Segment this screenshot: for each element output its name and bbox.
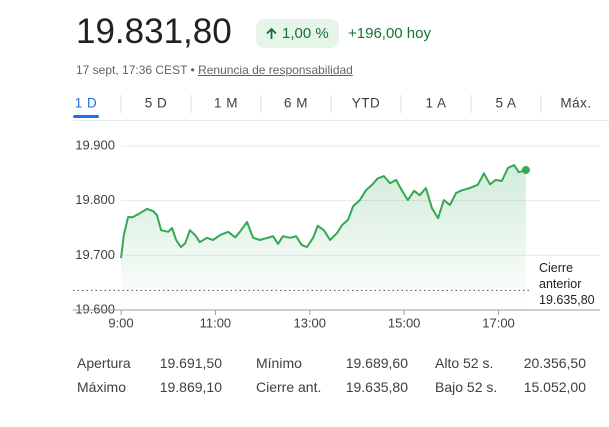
- tab[interactable]: 5 D: [145, 96, 168, 111]
- tab[interactable]: 1 D: [75, 96, 98, 111]
- stat-value: 19.635,80: [345, 379, 408, 395]
- area-fill: [121, 165, 526, 310]
- reference-label: Cierre anterior 19.635,80: [539, 260, 603, 308]
- stat-label: Alto 52 s.: [435, 355, 494, 371]
- reference-value: 19.635,80: [539, 293, 595, 307]
- stat-value: 19.689,60: [345, 355, 408, 371]
- tab[interactable]: Máx.: [560, 96, 591, 111]
- price: 19.831,80: [76, 12, 232, 51]
- x-tick-label: 15:00: [388, 315, 421, 330]
- tab[interactable]: 5 A: [495, 96, 516, 111]
- stat-label: Bajo 52 s.: [435, 379, 498, 395]
- reference-title: Cierre anterior: [539, 261, 582, 291]
- stat-label: Máximo: [77, 379, 127, 395]
- stat-value: 20.356,50: [523, 355, 586, 371]
- stat-value: 19.691,50: [159, 355, 222, 371]
- last-point: [521, 166, 530, 175]
- tab[interactable]: 1 M: [214, 96, 238, 111]
- x-tick-label: 13:00: [293, 315, 326, 330]
- stat-label: Apertura: [77, 355, 131, 371]
- x-tick-label: 9:00: [108, 315, 133, 330]
- y-tick-label: 19.600: [75, 301, 115, 316]
- stat-label: Mínimo: [256, 355, 302, 371]
- tab[interactable]: 1 A: [425, 96, 446, 111]
- tab[interactable]: 6 M: [284, 96, 308, 111]
- stat-value: 19.869,10: [159, 379, 222, 395]
- stat-value: 15.052,00: [523, 379, 586, 395]
- stat-label: Cierre ant.: [256, 379, 322, 395]
- price-line: [120, 164, 527, 259]
- change-pct: 1,00 %: [282, 25, 329, 42]
- timestamp: 17 sept, 17:36 CEST: [76, 63, 188, 77]
- y-tick-label: 19.800: [75, 192, 115, 207]
- y-tick-label: 19.900: [75, 137, 115, 152]
- x-tick-label: 11:00: [200, 315, 232, 330]
- change-badge: 1,00 %: [256, 19, 339, 48]
- y-tick-label: 19.700: [75, 247, 115, 262]
- x-tick-label: 17:00: [482, 315, 515, 330]
- timestamp-line: 17 sept, 17:36 CEST • Renuncia de respon…: [76, 63, 353, 77]
- disclaimer-link[interactable]: Renuncia de responsabilidad: [198, 63, 353, 77]
- tab-underline: [73, 115, 99, 118]
- up-arrow: [266, 27, 277, 39]
- tab[interactable]: YTD: [352, 96, 381, 111]
- change-abs: +196,00 hoy: [348, 25, 431, 42]
